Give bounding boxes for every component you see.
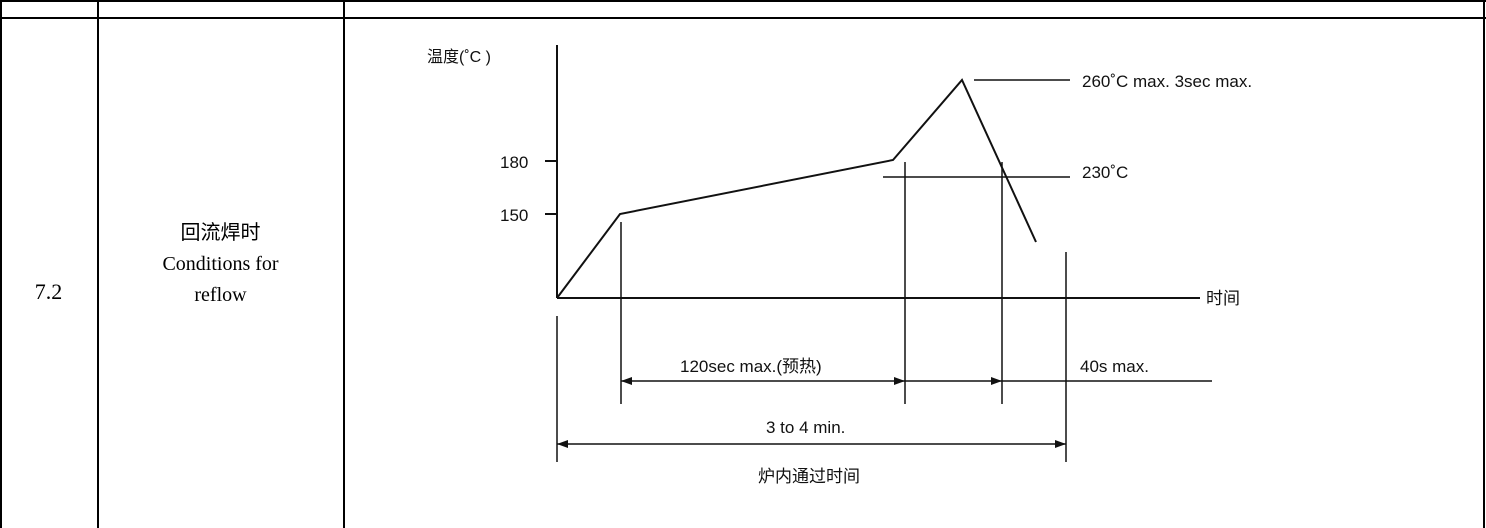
table-left-border: [0, 0, 2, 528]
above-threshold-label: 40s max.: [1080, 357, 1149, 376]
condition-english-line-2: reflow: [194, 284, 247, 306]
arrow-preheat-right: [894, 377, 905, 385]
condition-cell: 回流焊时 Conditions for reflow: [98, 218, 343, 311]
table-col-divider-1: [97, 0, 99, 528]
table-col-divider-2: [343, 0, 345, 528]
total-caption: 炉内通过时间: [758, 467, 860, 486]
temperature-profile-line: [556, 78, 1037, 299]
preheat-label: 120sec max.(预热): [680, 357, 822, 376]
item-number: 7.2: [34, 279, 63, 304]
y-axis-label: 温度(˚C ): [427, 48, 491, 66]
table-top-border: [0, 0, 1486, 2]
table-row-top-rule: [0, 17, 1486, 19]
y-tick-label-150: 150: [500, 206, 528, 225]
arrowheads: [557, 377, 1066, 448]
arrow-total-right: [1055, 440, 1066, 448]
condition-chinese: 回流焊时: [180, 222, 261, 244]
threshold-label: 230˚C: [1082, 163, 1128, 182]
arrow-total-left: [557, 440, 568, 448]
peak-label: 260˚C max. 3sec max.: [1082, 72, 1252, 91]
arrow-preheat-left: [621, 377, 632, 385]
table-right-border: [1483, 0, 1485, 528]
condition-english-line-1: Conditions for: [162, 253, 279, 275]
arrow-above-right: [991, 377, 1002, 385]
x-axis-label: 时间: [1206, 289, 1240, 308]
y-tick-label-180: 180: [500, 153, 528, 172]
total-duration-label: 3 to 4 min.: [766, 418, 845, 437]
